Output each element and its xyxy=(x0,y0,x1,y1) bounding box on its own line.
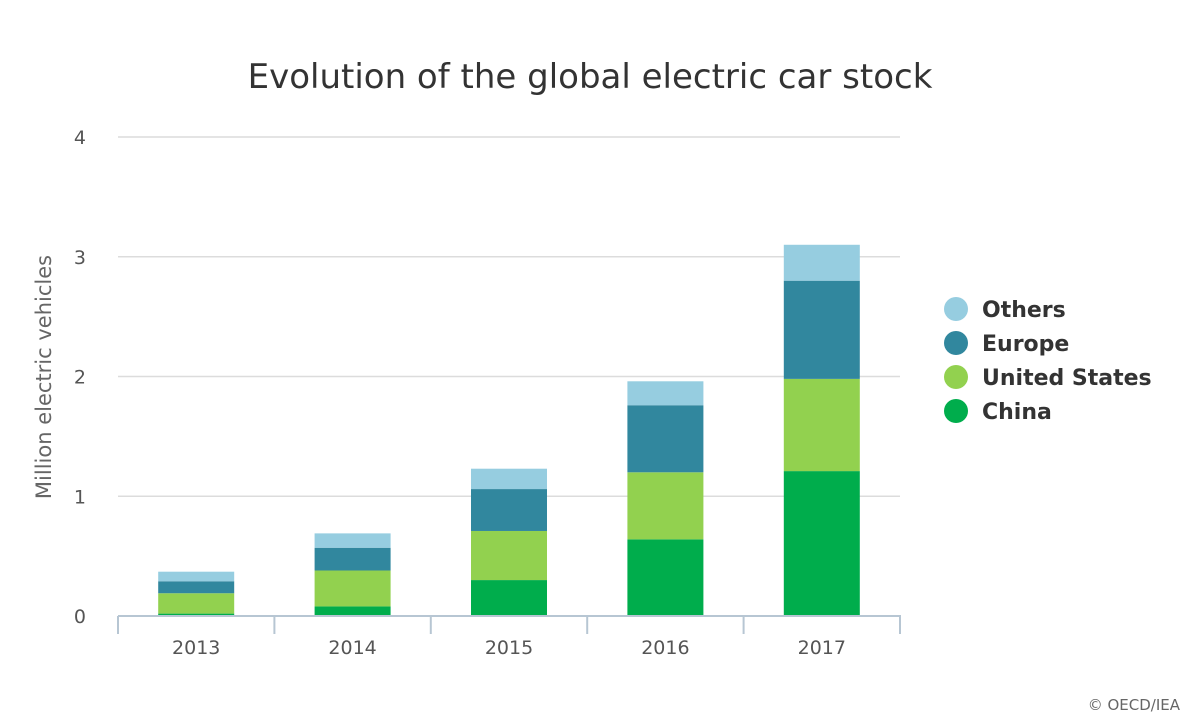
y-tick-label: 3 xyxy=(74,247,86,269)
x-tick-label: 2016 xyxy=(641,637,689,659)
bar-united-states-2016 xyxy=(627,472,704,540)
bar-united-states-2013 xyxy=(158,593,235,614)
bar-china-2013 xyxy=(158,613,235,616)
y-tick-label: 0 xyxy=(74,606,86,628)
x-tick-label: 2013 xyxy=(172,637,220,659)
bar-others-2013 xyxy=(158,571,235,582)
y-tick-label: 1 xyxy=(74,486,86,508)
bar-china-2017 xyxy=(783,471,860,616)
y-tick-label: 2 xyxy=(74,367,86,389)
bar-united-states-2017 xyxy=(783,378,860,472)
bar-europe-2013 xyxy=(158,581,235,594)
x-tick-label: 2017 xyxy=(798,637,846,659)
x-axis xyxy=(117,615,901,634)
y-tick-label: 4 xyxy=(74,127,86,149)
bar-others-2014 xyxy=(314,533,391,548)
bar-china-2016 xyxy=(627,539,704,616)
legend-swatch-others xyxy=(944,297,968,321)
bar-china-2014 xyxy=(314,606,391,616)
bars xyxy=(158,244,860,616)
bar-europe-2015 xyxy=(471,489,547,531)
legend-label-united-states: United States xyxy=(982,366,1152,391)
x-axis-ticks: 2013 2014 2015 2016 2017 xyxy=(172,637,846,659)
y-axis-ticks: 0 1 2 3 4 xyxy=(74,127,86,628)
x-tick-label: 2014 xyxy=(328,637,376,659)
bar-others-2015 xyxy=(471,468,547,490)
bar-united-states-2014 xyxy=(314,570,391,607)
legend-swatch-europe xyxy=(944,331,968,355)
grid-lines xyxy=(118,136,900,497)
legend-label-china: China xyxy=(982,400,1052,425)
bar-united-states-2015 xyxy=(471,530,547,581)
bar-europe-2014 xyxy=(314,547,391,571)
bar-europe-2017 xyxy=(783,280,860,379)
y-axis-label: Million electric vehicles xyxy=(32,255,56,499)
bar-china-2015 xyxy=(471,580,547,616)
chart-title: Evolution of the global electric car sto… xyxy=(248,57,933,97)
bar-others-2017 xyxy=(783,244,860,281)
bar-others-2016 xyxy=(627,381,704,406)
legend-label-europe: Europe xyxy=(982,332,1069,357)
credit-text: © OECD/IEA xyxy=(1088,696,1181,714)
legend: Others Europe United States China xyxy=(944,297,1152,425)
legend-swatch-china xyxy=(944,399,968,423)
x-tick-label: 2015 xyxy=(485,637,533,659)
legend-label-others: Others xyxy=(982,298,1066,323)
bar-europe-2016 xyxy=(627,405,704,473)
legend-swatch-united-states xyxy=(944,365,968,389)
